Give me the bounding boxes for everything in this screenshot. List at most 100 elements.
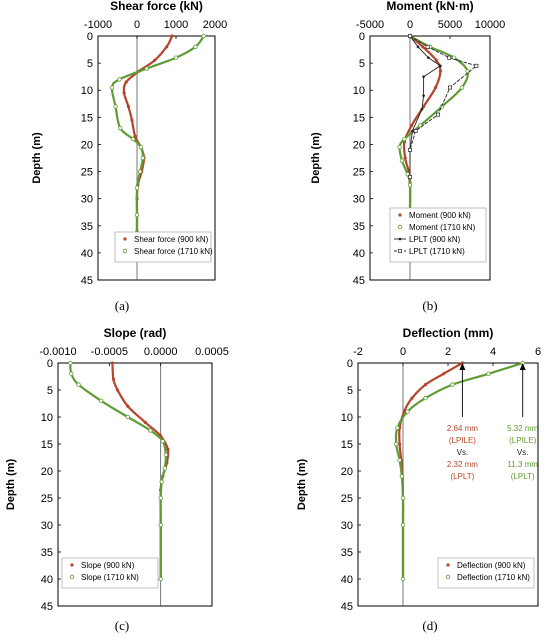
data-point	[398, 442, 402, 446]
legend-swatch	[398, 237, 402, 241]
y-tick-label: 0	[359, 31, 365, 43]
data-point	[124, 80, 128, 84]
annotation-text: (LPILE)	[509, 436, 536, 445]
data-point	[193, 44, 198, 50]
data-point	[420, 107, 424, 111]
data-point	[405, 409, 410, 414]
y-tick-label: 35	[81, 221, 93, 233]
y-tick-label: 40	[41, 574, 53, 586]
x-tick-label: -5000	[356, 19, 384, 31]
x-tick-label: 0	[134, 19, 140, 31]
y-tick-label: 25	[353, 167, 365, 179]
data-point	[408, 147, 412, 152]
legend-label: Slope (1710 kN)	[81, 573, 139, 582]
y-tick-label: 45	[353, 275, 365, 287]
plot-frame	[97, 35, 216, 281]
data-point	[447, 55, 452, 60]
y-tick-label: 45	[341, 601, 353, 613]
y-tick-label: 5	[347, 385, 353, 397]
data-point	[410, 123, 414, 128]
series-line-2	[409, 35, 441, 178]
panel-label: (b)	[422, 298, 437, 313]
data-point	[400, 522, 406, 528]
data-point	[416, 45, 420, 49]
y-tick-label: 15	[341, 439, 353, 451]
data-point	[411, 129, 414, 133]
annotation-text: (LPILE)	[449, 436, 476, 445]
annotation: 2.64 mm (LPILE) Vs. 2.32 mm (LPLT)	[447, 363, 478, 481]
y-tick-label: 10	[81, 85, 93, 97]
data-point	[133, 134, 137, 138]
data-point	[434, 85, 438, 90]
plot-frame	[57, 362, 213, 607]
panel-label: (d)	[422, 618, 437, 633]
y-tick-label: 40	[353, 248, 365, 260]
legend-swatch	[122, 248, 128, 254]
y-tick-label: 35	[341, 547, 353, 559]
data-point	[117, 77, 122, 82]
data-point	[465, 69, 470, 74]
data-point	[118, 125, 123, 131]
data-point	[394, 441, 399, 447]
x-tick-label: 1000	[164, 19, 188, 31]
y-axis-label: Depth (m)	[310, 132, 322, 184]
data-point	[422, 94, 425, 97]
annotation-text: (LPLT)	[450, 472, 474, 481]
legend: Shear force (900 kN) Shear force (1710 kN…	[114, 231, 213, 263]
annotation: 5.32 mm (LPILE) Vs. 11.3 mm (LPLT)	[507, 363, 539, 481]
y-tick-label: 30	[81, 194, 93, 206]
x-tick-label: 5000	[438, 19, 462, 31]
y-tick-label: 15	[81, 112, 93, 124]
data-point	[152, 58, 157, 63]
legend-box	[389, 207, 487, 263]
y-tick-label: 20	[81, 139, 93, 151]
data-point	[170, 34, 174, 38]
data-point	[158, 522, 163, 528]
data-point	[438, 69, 442, 73]
data-point	[423, 383, 428, 387]
chart-title: Deflection (mm)	[403, 326, 494, 340]
annotation-arrowhead	[459, 363, 466, 370]
data-point	[144, 66, 149, 71]
data-point	[76, 382, 81, 387]
x-tick-label: -0.0005	[91, 346, 128, 358]
annotation-text: 11.3 mm	[507, 460, 538, 469]
legend-swatch	[69, 574, 75, 580]
data-point	[407, 182, 413, 188]
data-point	[166, 447, 170, 451]
legend-box	[114, 231, 212, 263]
legend-swatch	[397, 224, 403, 230]
data-point	[68, 360, 73, 366]
data-point	[425, 44, 430, 49]
x-tick-label: 0.0005	[195, 346, 229, 358]
y-tick-label: 10	[353, 85, 365, 97]
y-tick-label: 5	[359, 58, 365, 70]
data-point	[140, 155, 146, 161]
chart-title: Shear force (kN)	[110, 0, 203, 13]
data-point	[163, 452, 168, 457]
legend-swatch	[70, 563, 74, 567]
y-tick-label: 10	[41, 412, 53, 424]
panel-c: Slope (rad) -0.0010 -0.0005 0.0000 0.0005 0 5 1…	[5, 326, 229, 633]
data-point	[148, 428, 153, 433]
data-point	[201, 33, 206, 39]
data-point	[441, 372, 446, 376]
x-tick-label: 10000	[475, 19, 506, 31]
legend-label: Deflection (900 kN)	[457, 561, 526, 570]
y-tick-label: 15	[41, 439, 53, 451]
data-point	[130, 118, 134, 122]
annotation-text: (LPLT)	[511, 472, 535, 481]
y-tick-label: 45	[41, 601, 53, 613]
legend-swatch	[398, 213, 402, 217]
y-tick-label: 5	[87, 58, 93, 70]
y-tick-label: 25	[81, 167, 93, 179]
panel-d: Deflection (mm)-2 0 2 4 6051015202530354045D…	[296, 326, 541, 633]
annotation-text: Vs.	[457, 448, 469, 457]
panel-b: Moment (kN·m)-5000 0 5000 10000051015202530…	[310, 0, 505, 313]
y-tick-label: 35	[41, 547, 53, 559]
data-point	[395, 425, 400, 430]
annotation-text: 2.32 mm	[447, 460, 478, 469]
chart-title: Slope (rad)	[104, 326, 167, 340]
y-tick-label: 35	[353, 221, 365, 233]
legend-label: Shear force (1710 kN)	[134, 247, 213, 256]
